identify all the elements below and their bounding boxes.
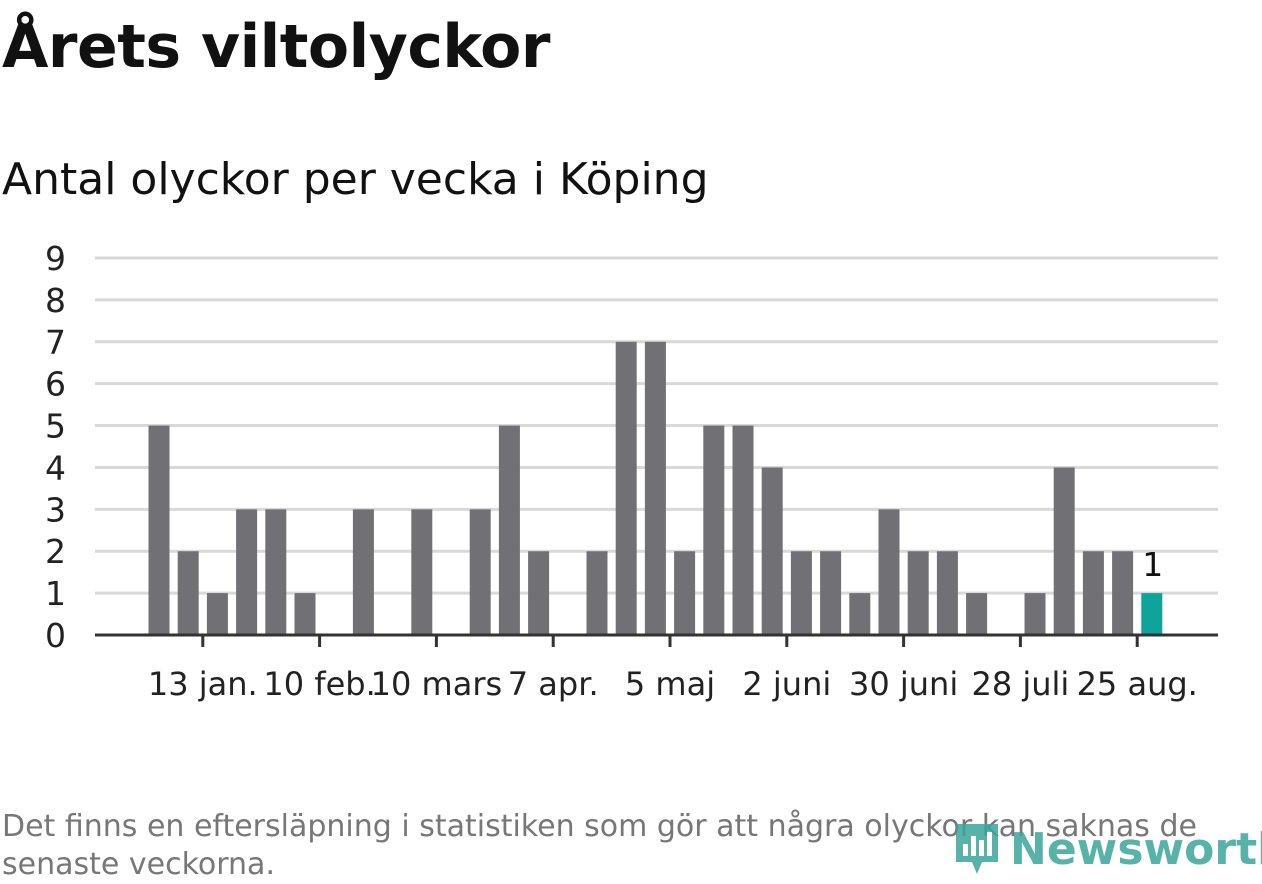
- x-tick-label: 25 aug.: [1077, 665, 1198, 703]
- bar: [907, 551, 929, 635]
- y-tick-label: 3: [45, 490, 66, 529]
- bar: [936, 551, 958, 635]
- x-tick-label: 10 mars: [371, 665, 503, 703]
- bar: [177, 551, 199, 635]
- x-tick-label: 13 jan.: [148, 665, 258, 703]
- x-tick-label: 2 juni: [742, 665, 831, 703]
- bar: [236, 509, 258, 635]
- x-tick-label: 7 apr.: [508, 665, 599, 703]
- bar: [674, 551, 696, 635]
- chart-title: Årets viltolyckor: [2, 12, 551, 82]
- y-tick-label: 2: [45, 532, 66, 571]
- bar: [148, 425, 170, 635]
- newsworthy-logo-icon: [956, 824, 998, 874]
- bar: [820, 551, 842, 635]
- bar: [586, 551, 608, 635]
- y-tick-label: 9: [45, 239, 66, 278]
- bar: [703, 425, 725, 635]
- x-tick-label: 5 maj: [625, 665, 715, 703]
- bar: [411, 509, 433, 635]
- bar: [761, 467, 783, 635]
- y-tick-label: 1: [45, 574, 66, 613]
- bar: [1053, 467, 1075, 635]
- bar: [265, 509, 287, 635]
- y-tick-label: 4: [45, 448, 66, 487]
- bar: [615, 341, 637, 635]
- bar: [352, 509, 374, 635]
- x-tick-label: 30 juni: [849, 665, 958, 703]
- bar: [644, 341, 666, 635]
- chart-subtitle: Antal olyckor per vecka i Köping: [2, 154, 709, 205]
- bar: [966, 593, 988, 635]
- bar: [1112, 551, 1134, 635]
- x-tick-label: 10 feb.: [263, 665, 375, 703]
- bar: [498, 425, 520, 635]
- bar-highlight: [1141, 593, 1163, 635]
- bar: [849, 593, 871, 635]
- y-tick-label: 8: [45, 281, 66, 320]
- y-tick-label: 5: [45, 407, 66, 446]
- y-tick-label: 0: [45, 616, 66, 655]
- bar: [790, 551, 812, 635]
- bar: [878, 509, 900, 635]
- bar: [528, 551, 550, 635]
- bar: [206, 593, 228, 635]
- bar: [294, 593, 316, 635]
- y-tick-label: 6: [45, 365, 66, 404]
- newsworthy-logo: Newsworthy: [952, 820, 1262, 878]
- logo-text: Newsworthy: [1010, 823, 1262, 875]
- bar: [732, 425, 754, 635]
- bar: [469, 509, 491, 635]
- x-tick-label: 28 juli: [971, 665, 1069, 703]
- y-tick-label: 7: [45, 323, 66, 362]
- bar: [1082, 551, 1104, 635]
- bar: [1024, 593, 1046, 635]
- data-label: 1: [1142, 545, 1163, 584]
